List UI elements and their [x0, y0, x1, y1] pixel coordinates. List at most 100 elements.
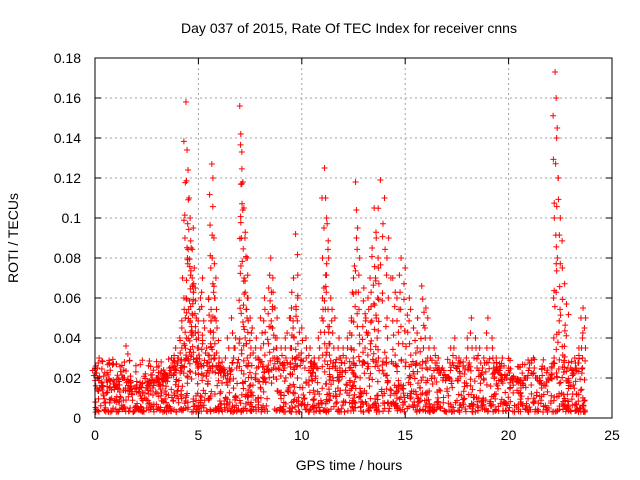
data-point	[404, 392, 411, 399]
data-point	[509, 408, 516, 415]
data-point	[374, 378, 381, 385]
data-point	[355, 272, 362, 279]
data-point	[553, 267, 560, 274]
data-point	[342, 387, 349, 394]
data-point	[364, 295, 371, 301]
data-point	[273, 407, 280, 414]
data-point	[421, 325, 428, 331]
data-point	[103, 377, 110, 383]
data-point	[531, 365, 538, 371]
data-point	[336, 391, 343, 398]
data-point	[525, 356, 532, 363]
data-point	[503, 408, 510, 415]
data-point	[289, 371, 296, 378]
data-point	[328, 317, 335, 324]
data-point	[100, 391, 107, 397]
data-point	[323, 215, 330, 221]
data-point	[437, 405, 444, 412]
data-point	[400, 280, 407, 287]
data-point	[494, 363, 501, 370]
data-point	[215, 360, 222, 366]
data-point	[553, 243, 560, 250]
data-point	[580, 403, 587, 410]
data-point	[304, 401, 311, 408]
data-point	[194, 365, 201, 371]
data-point	[210, 289, 217, 296]
data-point	[485, 407, 492, 414]
data-point	[205, 378, 212, 385]
data-point	[192, 297, 199, 304]
data-point	[493, 390, 500, 397]
data-point	[556, 380, 563, 387]
data-point	[199, 337, 206, 344]
data-point	[367, 275, 374, 281]
data-point	[400, 296, 407, 303]
data-point	[406, 374, 413, 381]
data-point	[188, 245, 195, 251]
data-point	[413, 360, 420, 366]
data-point	[207, 317, 214, 324]
data-point	[302, 406, 309, 413]
data-point	[384, 378, 391, 385]
data-point	[252, 345, 259, 351]
data-point	[568, 396, 575, 403]
data-point	[178, 356, 185, 363]
data-point	[429, 381, 436, 388]
data-point	[321, 165, 328, 171]
data-point	[229, 330, 236, 336]
data-point	[109, 356, 116, 363]
data-point	[261, 295, 268, 301]
data-point	[140, 407, 147, 414]
data-point	[322, 400, 329, 407]
data-point	[325, 329, 332, 336]
data-point	[460, 363, 467, 369]
data-point	[537, 377, 544, 384]
data-point	[410, 388, 417, 395]
data-point	[238, 350, 245, 357]
data-point	[165, 356, 172, 363]
data-point	[424, 315, 431, 321]
data-point	[120, 397, 127, 404]
data-point	[319, 315, 326, 321]
data-point	[311, 391, 318, 398]
data-point	[255, 378, 262, 385]
data-point	[172, 345, 179, 351]
data-point	[426, 400, 433, 407]
data-point	[391, 401, 398, 408]
data-point	[482, 368, 489, 375]
data-point	[323, 260, 330, 267]
data-point	[407, 381, 414, 388]
data-point	[293, 363, 300, 370]
data-point	[417, 335, 424, 342]
data-point	[410, 371, 417, 378]
data-point	[266, 349, 273, 356]
data-point	[325, 386, 332, 393]
data-point	[383, 355, 390, 361]
data-point	[417, 348, 424, 355]
data-point	[567, 407, 574, 414]
data-point	[270, 374, 277, 381]
data-point	[177, 357, 184, 364]
data-point	[375, 205, 382, 212]
data-point	[290, 389, 297, 396]
data-point	[110, 405, 117, 412]
data-point	[552, 160, 559, 167]
data-point	[502, 389, 509, 396]
data-point	[265, 362, 272, 369]
data-point	[265, 310, 272, 317]
data-point	[179, 275, 186, 281]
data-point	[280, 399, 287, 406]
data-point	[414, 345, 421, 351]
data-point	[103, 389, 110, 396]
data-point	[421, 397, 428, 404]
data-point	[562, 322, 569, 329]
data-point	[184, 147, 191, 153]
data-point	[556, 356, 563, 363]
data-point	[375, 402, 382, 409]
data-point	[149, 371, 156, 378]
data-point	[172, 365, 179, 371]
data-point	[143, 405, 150, 411]
data-point	[195, 329, 202, 336]
data-point	[356, 255, 363, 261]
data-point	[368, 253, 375, 260]
